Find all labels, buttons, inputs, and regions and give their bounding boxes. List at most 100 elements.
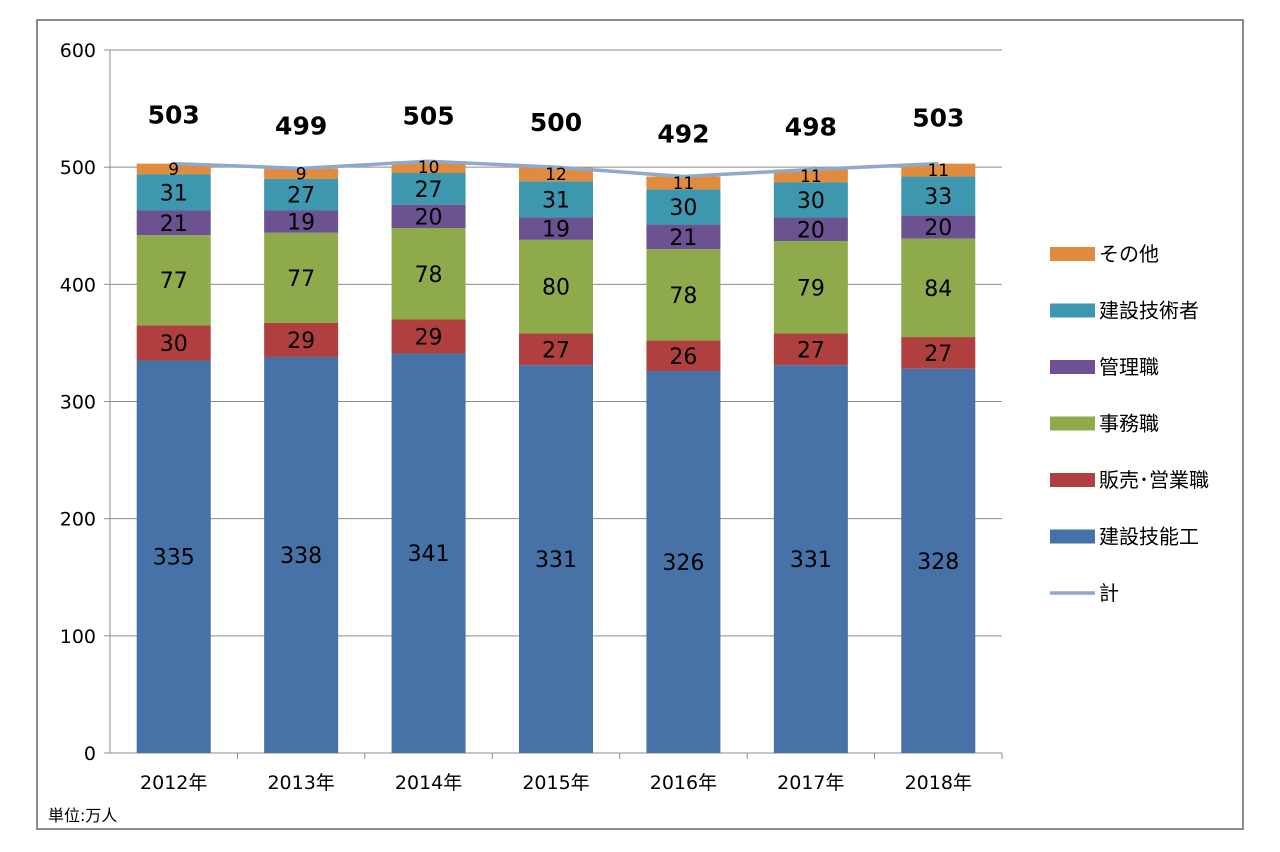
y-tick-label: 200 xyxy=(60,509,96,531)
legend-label: 計 xyxy=(1099,581,1119,605)
segment-value-label: 30 xyxy=(160,332,188,357)
bar-segment xyxy=(901,368,976,753)
total-value-label: 492 xyxy=(657,120,709,149)
bar-segment xyxy=(901,176,976,216)
segment-value-label: 31 xyxy=(160,181,188,206)
bar-segment xyxy=(646,371,721,753)
segment-value-label: 12 xyxy=(545,165,567,185)
bar-segment xyxy=(519,333,593,366)
segment-value-label: 19 xyxy=(542,218,570,243)
segment-value-label: 20 xyxy=(415,205,443,230)
segment-value-label: 79 xyxy=(797,276,825,301)
segment-value-label: 11 xyxy=(800,167,822,187)
legend-label: 建設技術者 xyxy=(1099,299,1199,323)
bar-segment xyxy=(391,173,466,205)
segment-value-label: 77 xyxy=(160,269,188,294)
total-value-label: 500 xyxy=(530,108,582,137)
segment-value-label: 29 xyxy=(415,325,443,350)
legend-swatch xyxy=(1050,473,1095,487)
bar-segment xyxy=(264,210,339,233)
bar-segment xyxy=(646,176,721,190)
x-tick-label: 2018年 xyxy=(905,772,972,794)
bar-segment xyxy=(264,356,339,753)
segment-value-label: 26 xyxy=(669,345,697,370)
unit-label: 単位:万人 xyxy=(48,806,117,825)
bar-segment xyxy=(391,228,466,320)
segment-value-label: 77 xyxy=(287,267,315,292)
bars xyxy=(136,161,976,753)
segment-value-label: 30 xyxy=(669,196,697,221)
segment-value-label: 11 xyxy=(927,161,949,181)
bar-segment xyxy=(773,169,848,183)
total-line xyxy=(173,159,939,179)
total-value-label: 503 xyxy=(912,104,964,133)
segment-value-label: 27 xyxy=(924,342,952,367)
legend-swatch xyxy=(1050,416,1095,431)
bar-segment xyxy=(136,235,211,326)
segment-value-label: 20 xyxy=(797,218,825,243)
x-tick-label: 2017年 xyxy=(777,772,844,794)
bar-segment xyxy=(519,239,593,334)
legend-label: その他 xyxy=(1099,242,1159,266)
segment-value-label: 328 xyxy=(917,550,959,575)
bar-segment xyxy=(391,161,466,174)
segment-value-label: 21 xyxy=(160,212,188,237)
segment-value-label: 341 xyxy=(408,542,450,567)
x-tick-label: 2012年 xyxy=(140,772,207,794)
bar-segment xyxy=(901,238,976,338)
segment-value-label: 9 xyxy=(168,160,179,180)
bar-segment xyxy=(391,204,466,229)
segment-value-label: 27 xyxy=(797,338,825,363)
bar-segment xyxy=(264,168,339,179)
bar-segment xyxy=(264,322,339,357)
segment-value-label: 335 xyxy=(153,546,195,571)
total-series-line xyxy=(173,159,939,179)
segment-value-label: 331 xyxy=(535,548,577,573)
bar-segment xyxy=(773,365,848,753)
bar-segment xyxy=(136,163,211,175)
bar-segment xyxy=(264,232,339,323)
y-tick-label: 100 xyxy=(60,626,96,648)
segment-value-label: 331 xyxy=(790,548,832,573)
bar-segment xyxy=(646,340,721,372)
bar-segment xyxy=(519,365,593,753)
bar-segment xyxy=(391,353,466,753)
bar-segment xyxy=(773,217,848,241)
legend-swatch xyxy=(1050,247,1095,261)
segment-value-label: 31 xyxy=(542,188,570,213)
bar-segment xyxy=(519,167,593,182)
legend-label: 管理職 xyxy=(1099,355,1159,379)
bar-segment xyxy=(773,182,848,218)
total-value-label: 499 xyxy=(275,111,327,140)
bar-segment xyxy=(136,174,211,211)
bar-segment xyxy=(519,217,593,240)
bar-segment xyxy=(901,337,976,369)
x-tick-label: 2016年 xyxy=(650,772,717,794)
bar-segment xyxy=(519,181,593,218)
segment-value-label: 78 xyxy=(415,263,443,288)
segment-value-label: 78 xyxy=(669,284,697,309)
segment-value-label: 80 xyxy=(542,276,570,301)
y-tick-label: 300 xyxy=(60,392,96,414)
segment-value-label: 30 xyxy=(797,189,825,214)
segment-value-label: 11 xyxy=(673,174,695,194)
bar-segment xyxy=(773,240,848,334)
bar-segment xyxy=(646,224,721,250)
bar-segment xyxy=(136,325,211,361)
bar-segment xyxy=(901,215,976,239)
total-value-label: 505 xyxy=(402,101,454,130)
y-tick-label: 500 xyxy=(60,157,96,179)
segment-value-label: 27 xyxy=(287,184,315,209)
total-value-label: 498 xyxy=(785,113,837,142)
data-labels: 3353077213193382977192793412978202710331… xyxy=(148,101,965,576)
bar-segment xyxy=(391,319,466,354)
bar-segment xyxy=(136,360,211,753)
segment-value-label: 33 xyxy=(924,185,952,210)
segment-value-label: 326 xyxy=(662,551,704,576)
segment-value-label: 338 xyxy=(280,544,322,569)
x-tick-label: 2015年 xyxy=(522,772,589,794)
legend-swatch xyxy=(1050,360,1095,374)
segment-value-label: 29 xyxy=(287,329,315,354)
legend-label: 販売･営業職 xyxy=(1099,468,1209,492)
